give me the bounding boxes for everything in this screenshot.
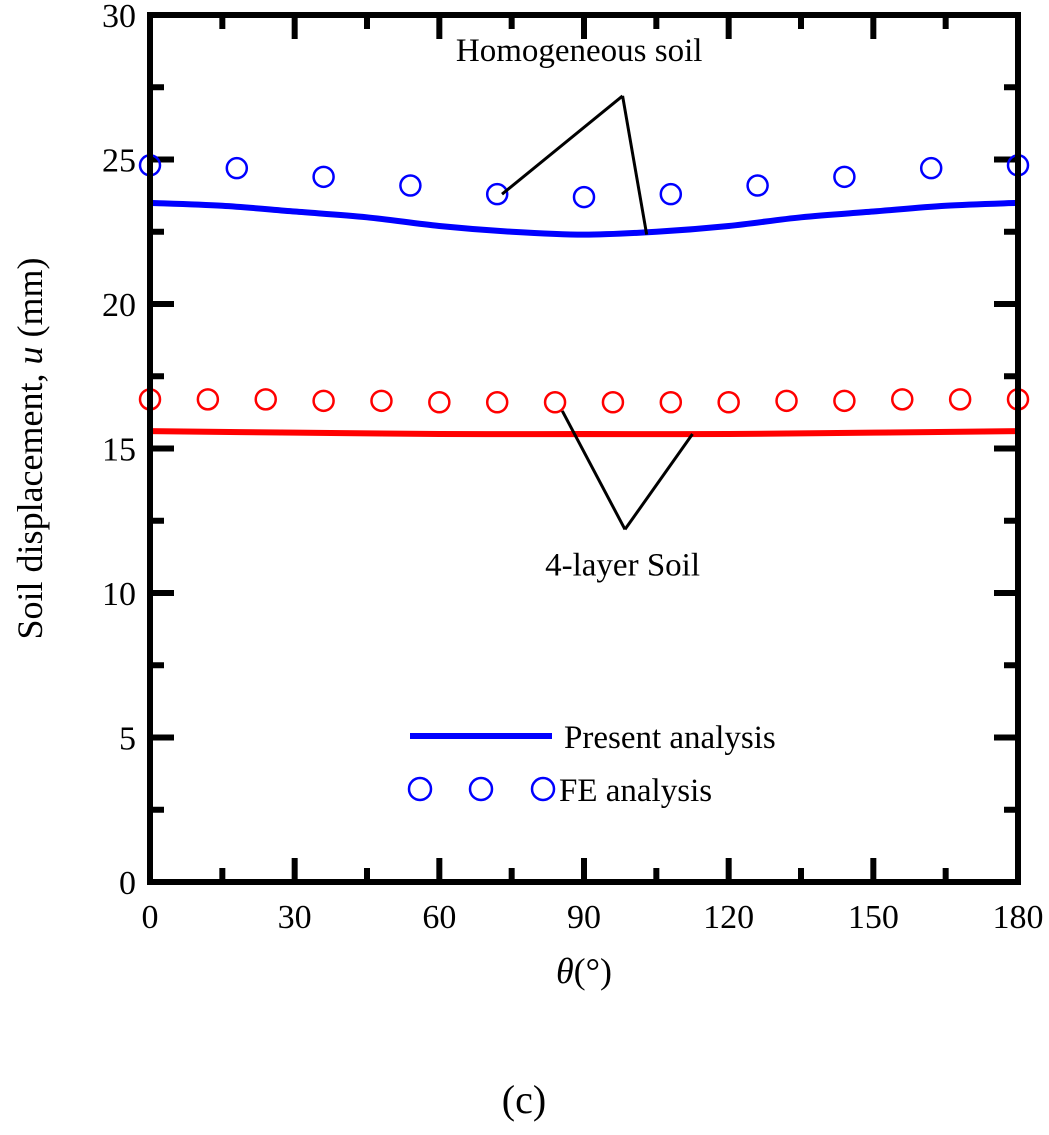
data-point-4-layer-fe [659, 391, 683, 414]
y-axis-title: Soil displacement, u (mm) [10, 258, 50, 640]
legend-marker [407, 776, 433, 802]
data-point-homogeneous-fe [833, 165, 856, 189]
leader-line-homogeneous [621, 95, 649, 235]
x-tick-label: 0 [142, 899, 159, 936]
series-layer [138, 154, 1030, 438]
y-tick-label: 25 [102, 143, 136, 180]
x-axis-title-symbol: θ [556, 951, 574, 991]
y-tick-label: 10 [102, 576, 136, 613]
data-point-homogeneous-fe [919, 156, 943, 180]
data-point-4-layer-fe [312, 389, 335, 413]
y-tick-label: 5 [119, 721, 136, 758]
x-axis-title: θ(°) [556, 951, 612, 991]
data-point-4-layer-fe [543, 391, 567, 414]
y-tick-label: 30 [102, 0, 136, 35]
data-point-homogeneous-fe [312, 165, 335, 189]
panel-label: (c) [502, 1077, 546, 1122]
x-tick-label: 90 [567, 899, 601, 936]
legend: Present analysis FE analysis [407, 720, 776, 809]
data-point-4-layer-fe [891, 388, 914, 411]
annotation-homogeneous-soil: Homogeneous soil [456, 33, 703, 69]
annotation-4-layer-soil: 4-layer Soil [545, 548, 700, 584]
y-tick-label: 20 [102, 287, 136, 324]
legend-marker-swatch [407, 776, 556, 802]
data-point-homogeneous-fe [572, 185, 596, 209]
data-point-homogeneous-fe [399, 174, 422, 197]
x-tick-label: 60 [422, 899, 456, 936]
leader-line-4-layer [623, 433, 694, 531]
leader-line-4-layer [560, 410, 627, 531]
legend-label-fe-analysis: FE analysis [559, 773, 712, 809]
y-tick-label: 15 [102, 432, 136, 469]
y-axis-title-unit: (mm) [10, 258, 50, 347]
data-point-4-layer-fe [717, 391, 740, 414]
x-tick-label: 180 [993, 899, 1044, 936]
legend-label-present-analysis: Present analysis [564, 720, 776, 756]
data-point-4-layer-fe [254, 388, 277, 411]
y-tick-label: 0 [119, 865, 136, 902]
series-line-4-layer-present [149, 428, 1019, 438]
data-point-4-layer-fe [428, 391, 451, 414]
x-tick-label: 30 [278, 899, 312, 936]
annotation-leader-lines [501, 94, 694, 531]
data-point-4-layer-fe [196, 388, 220, 411]
y-axis-title-text: Soil displacement, [10, 365, 50, 640]
y-axis-title-symbol: u [10, 347, 50, 365]
data-point-4-layer-fe [485, 391, 509, 414]
data-point-4-layer-fe [948, 388, 972, 411]
x-tick-label: 120 [703, 899, 754, 936]
data-point-4-layer-fe [833, 389, 856, 413]
x-tick-label: 150 [848, 899, 899, 936]
data-point-4-layer-fe [775, 389, 798, 413]
data-point-homogeneous-fe [485, 182, 509, 206]
data-point-homogeneous-fe [225, 156, 249, 180]
legend-marker [468, 776, 494, 802]
data-point-homogeneous-fe [659, 182, 683, 206]
tick-labels: 0 5 10 15 20 25 30 0 30 60 90 120 150 180 [102, 0, 1044, 936]
legend-marker [530, 776, 556, 802]
data-point-homogeneous-fe [746, 174, 769, 197]
x-axis-title-unit: (°) [574, 951, 612, 991]
data-point-4-layer-fe [370, 389, 393, 413]
plot-frame [147, 12, 1021, 885]
leader-line-homogeneous [501, 94, 624, 196]
data-point-4-layer-fe [601, 391, 625, 414]
series-line-homogeneous-present [149, 199, 1019, 238]
